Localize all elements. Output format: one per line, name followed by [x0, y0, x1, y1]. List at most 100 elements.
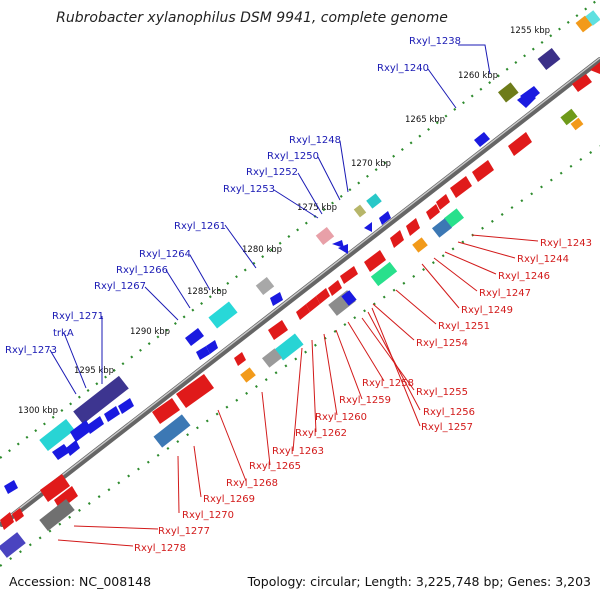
- gene-label: Rxyl_1264: [139, 249, 191, 260]
- gene-arrow-red: [328, 280, 342, 296]
- leader-line: [458, 44, 491, 75]
- leader-line: [361, 317, 415, 391]
- gene-arrow-blue: [206, 340, 218, 354]
- gene-arrow-red: [12, 508, 24, 522]
- gene-arrow-blue: [104, 406, 120, 422]
- gene-label: Rxyl_1250: [267, 151, 319, 162]
- gene-label: Rxyl_1258: [362, 378, 414, 389]
- gene-box-green: [444, 208, 464, 228]
- gene-box-purple: [73, 375, 129, 425]
- reverse-labels: Rxyl_1243 Rxyl_1244 Rxyl_1246 Rxyl_1247 …: [134, 238, 592, 554]
- genome-backbone-highlight: [1, 57, 600, 523]
- forward-leaders: [49, 44, 491, 395]
- leader-line: [433, 257, 478, 292]
- gene-label: Rxyl_1252: [246, 167, 298, 178]
- leader-line: [165, 269, 191, 309]
- leader-line: [347, 321, 385, 382]
- gene-box-pink: [315, 226, 335, 246]
- leader-line: [471, 234, 539, 242]
- gene-arrow-red: [268, 320, 288, 340]
- leader-line: [297, 172, 323, 215]
- kbp-label: 1255 kbp: [510, 26, 550, 36]
- gene-arrow-blue: [4, 480, 18, 494]
- gene-arrow-red: [0, 512, 14, 530]
- gene-label: Rxyl_1251: [438, 321, 490, 332]
- gene-label: Rxyl_1254: [416, 338, 468, 349]
- leader-line: [224, 224, 257, 269]
- gene-box-gray: [255, 276, 275, 296]
- gene-label: Rxyl_1253: [223, 184, 275, 195]
- gene-box-orange: [240, 367, 256, 383]
- gene-label: Rxyl_1261: [174, 221, 226, 232]
- gene-label: Rxyl_1263: [272, 446, 324, 457]
- leader-line: [427, 68, 457, 109]
- gene-arrow-red: [306, 296, 320, 312]
- leader-line: [395, 289, 437, 325]
- forward-labels: Rxyl_1238 Rxyl_1240 Rxyl_1248 Rxyl_1250 …: [5, 36, 461, 356]
- gene-box-steelblue: [432, 218, 452, 238]
- leader-line: [444, 251, 497, 275]
- gene-box-cyan: [274, 333, 304, 361]
- gene-label: Rxyl_1257: [421, 422, 473, 433]
- gene-label: Rxyl_1243: [540, 238, 592, 249]
- leader-line: [292, 347, 303, 452]
- gene-arrow-red: [450, 176, 472, 198]
- leader-line: [421, 263, 460, 309]
- gene-arrow-blue: [520, 86, 540, 103]
- kbp-label: 1300 kbp: [18, 406, 58, 416]
- gene-arrow-blue: [70, 420, 92, 442]
- gene-arrow-red: [390, 230, 404, 248]
- leader-line: [335, 329, 363, 400]
- gene-arrow-red: [316, 288, 330, 304]
- gene-arrow-red: [436, 194, 450, 210]
- gene-arrow-red: [234, 352, 246, 366]
- gene-label: Rxyl_1255: [416, 387, 468, 398]
- gene-label: Rxyl_1266: [116, 265, 168, 276]
- gene-arrow-red: [472, 160, 494, 182]
- gene-arrow-red: [590, 62, 600, 74]
- gene-box-olive: [498, 82, 519, 103]
- leader-line: [261, 391, 271, 466]
- gene-label: Rxyl_1271: [52, 311, 104, 322]
- genome-backbone: [0, 57, 600, 527]
- gene-arrow-red: [296, 304, 310, 320]
- leader-line: [273, 189, 319, 219]
- leader-line: [63, 332, 87, 389]
- leader-line: [457, 241, 516, 259]
- gene-arrow-red: [340, 266, 358, 284]
- gene-box-cyan: [585, 10, 600, 26]
- leader-line: [311, 339, 317, 433]
- leader-line: [57, 539, 134, 547]
- gene-label: Rxyl_1270: [182, 510, 234, 521]
- gene-label: Rxyl_1262: [295, 428, 347, 439]
- gene-label: Rxyl_1240: [377, 63, 429, 74]
- leader-line: [339, 140, 349, 193]
- leader-line: [317, 156, 341, 201]
- gene-label: Rxyl_1248: [289, 135, 341, 146]
- leader-line: [49, 349, 77, 395]
- reverse-strand-genes: [0, 62, 600, 558]
- kbp-label: 1290 kbp: [130, 327, 170, 337]
- gene-arrow-blue: [270, 292, 283, 306]
- gene-arrow-red: [426, 204, 440, 220]
- gene-arrow-red: [152, 398, 180, 424]
- gene-label: Rxyl_1238: [409, 36, 461, 47]
- topology-summary: Topology: circular; Length: 3,225,748 bp…: [247, 574, 591, 589]
- gene-arrow-blue: [66, 440, 80, 456]
- kbp-label: 1275 kbp: [297, 203, 337, 213]
- leader-line: [177, 455, 180, 514]
- gene-arrow-red: [364, 250, 386, 272]
- gene-box-green: [370, 261, 398, 287]
- gene-label: Rxyl_1269: [203, 494, 255, 505]
- forward-strand-genes: [4, 10, 600, 494]
- gene-box-steelblue: [153, 414, 191, 448]
- gene-label: Rxyl_1267: [94, 281, 146, 292]
- gene-label: Rxyl_1246: [498, 271, 550, 282]
- leader-line: [189, 254, 211, 291]
- leader-line: [193, 445, 202, 498]
- gene-arrow-red: [572, 74, 592, 92]
- gene-label: Rxyl_1259: [339, 395, 391, 406]
- gene-arrow-blue: [364, 222, 372, 232]
- gene-arrow-red: [40, 474, 70, 502]
- gene-label: Rxyl_1260: [315, 412, 367, 423]
